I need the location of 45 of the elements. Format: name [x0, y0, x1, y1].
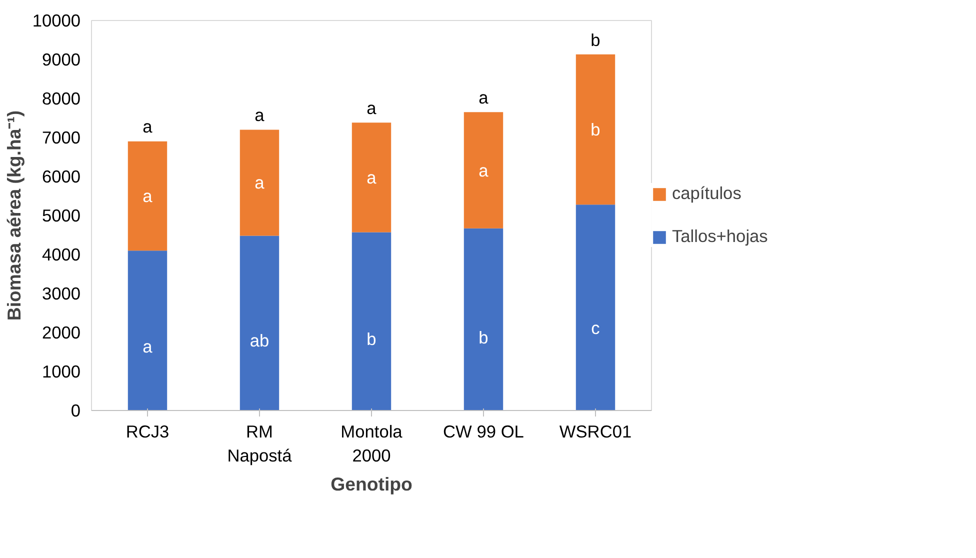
annotation: ab [250, 330, 270, 351]
annotation: b [366, 329, 376, 350]
bar [464, 228, 504, 410]
x-tick-label: RM Napostá [227, 422, 292, 466]
annotation: a [254, 105, 265, 126]
bar [128, 250, 168, 410]
y-tick-label: 7000 [42, 128, 81, 148]
bar [576, 54, 616, 205]
bar [576, 204, 616, 410]
annotation: a [366, 98, 377, 118]
legend-label: Tallos+hojas [672, 226, 768, 247]
x-axis-title: Genotipo [330, 474, 412, 494]
x-tick-label: CW 99 OL [443, 422, 524, 442]
annotation: a [254, 172, 265, 193]
annotation: a [142, 336, 153, 357]
annotation: a [478, 160, 489, 180]
bar [240, 130, 280, 236]
y-tick-label: 10000 [32, 10, 80, 30]
y-tick-label: 3000 [42, 284, 81, 304]
y-tick-label: 8000 [42, 88, 81, 108]
annotation: a [478, 87, 489, 108]
annotation: b [478, 328, 488, 348]
x-tick-label: WSRC01 [559, 422, 632, 442]
annotation: a [366, 167, 377, 188]
y-tick-label: 5000 [42, 206, 81, 226]
bar [352, 122, 392, 232]
annotation: a [142, 186, 153, 206]
legend-label: capítulos [672, 183, 742, 204]
y-tick-label: 2000 [42, 322, 81, 342]
annotation: a [142, 116, 153, 137]
x-tick-label: Montola 2000 [340, 422, 403, 466]
bar [464, 112, 504, 228]
y-tick-label: 0 [70, 400, 81, 420]
annotation: b [590, 30, 600, 50]
annotation: b [590, 120, 600, 140]
bar [128, 141, 168, 251]
bar [240, 236, 280, 410]
y-tick-label: 1000 [42, 362, 81, 382]
y-tick-label: 4000 [42, 244, 81, 264]
y-tick-label: 6000 [42, 166, 81, 186]
annotation: c [591, 318, 600, 338]
x-tick-label: RCJ3 [126, 422, 170, 442]
bar [352, 232, 392, 410]
y-tick-label: 9000 [42, 50, 81, 70]
y-axis-title: Biomasa aérea (kg.ha⁻¹) [3, 110, 24, 321]
